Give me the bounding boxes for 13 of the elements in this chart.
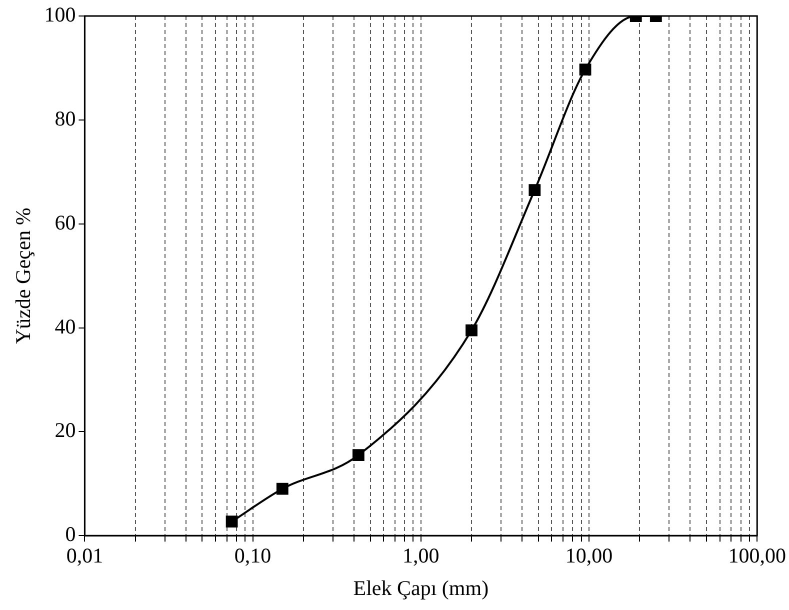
x-tick-label: 0,01 — [66, 544, 104, 568]
y-tick-label: 20 — [54, 418, 76, 442]
y-tick-label: 100 — [44, 2, 76, 27]
x-tick-label: 0,10 — [234, 544, 272, 568]
y-tick-label: 40 — [54, 314, 76, 338]
x-axis-title: Elek Çapı (mm) — [353, 576, 489, 600]
x-tick-label: 100,00 — [728, 544, 786, 568]
x-tick-label: 1,00 — [402, 544, 440, 568]
y-tick-label: 60 — [54, 210, 76, 234]
y-tick-label: 0 — [65, 522, 76, 546]
y-tick-label: 80 — [54, 106, 76, 130]
y-axis-title: Yüzde Geçen % — [11, 208, 36, 344]
x-tick-label: 10,00 — [565, 544, 613, 568]
